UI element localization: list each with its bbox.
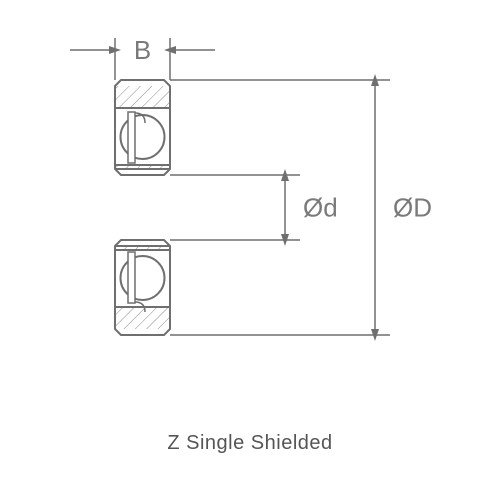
label-inner-diameter: Ød	[303, 193, 338, 223]
diagram-caption: Z Single Shielded	[0, 432, 500, 455]
diagram-canvas: B ØD Ød	[0, 0, 500, 500]
label-width: B	[134, 35, 151, 65]
label-outer-diameter: ØD	[393, 193, 432, 223]
bearing-diagram: B ØD Ød Z Single Shielded	[0, 0, 500, 500]
